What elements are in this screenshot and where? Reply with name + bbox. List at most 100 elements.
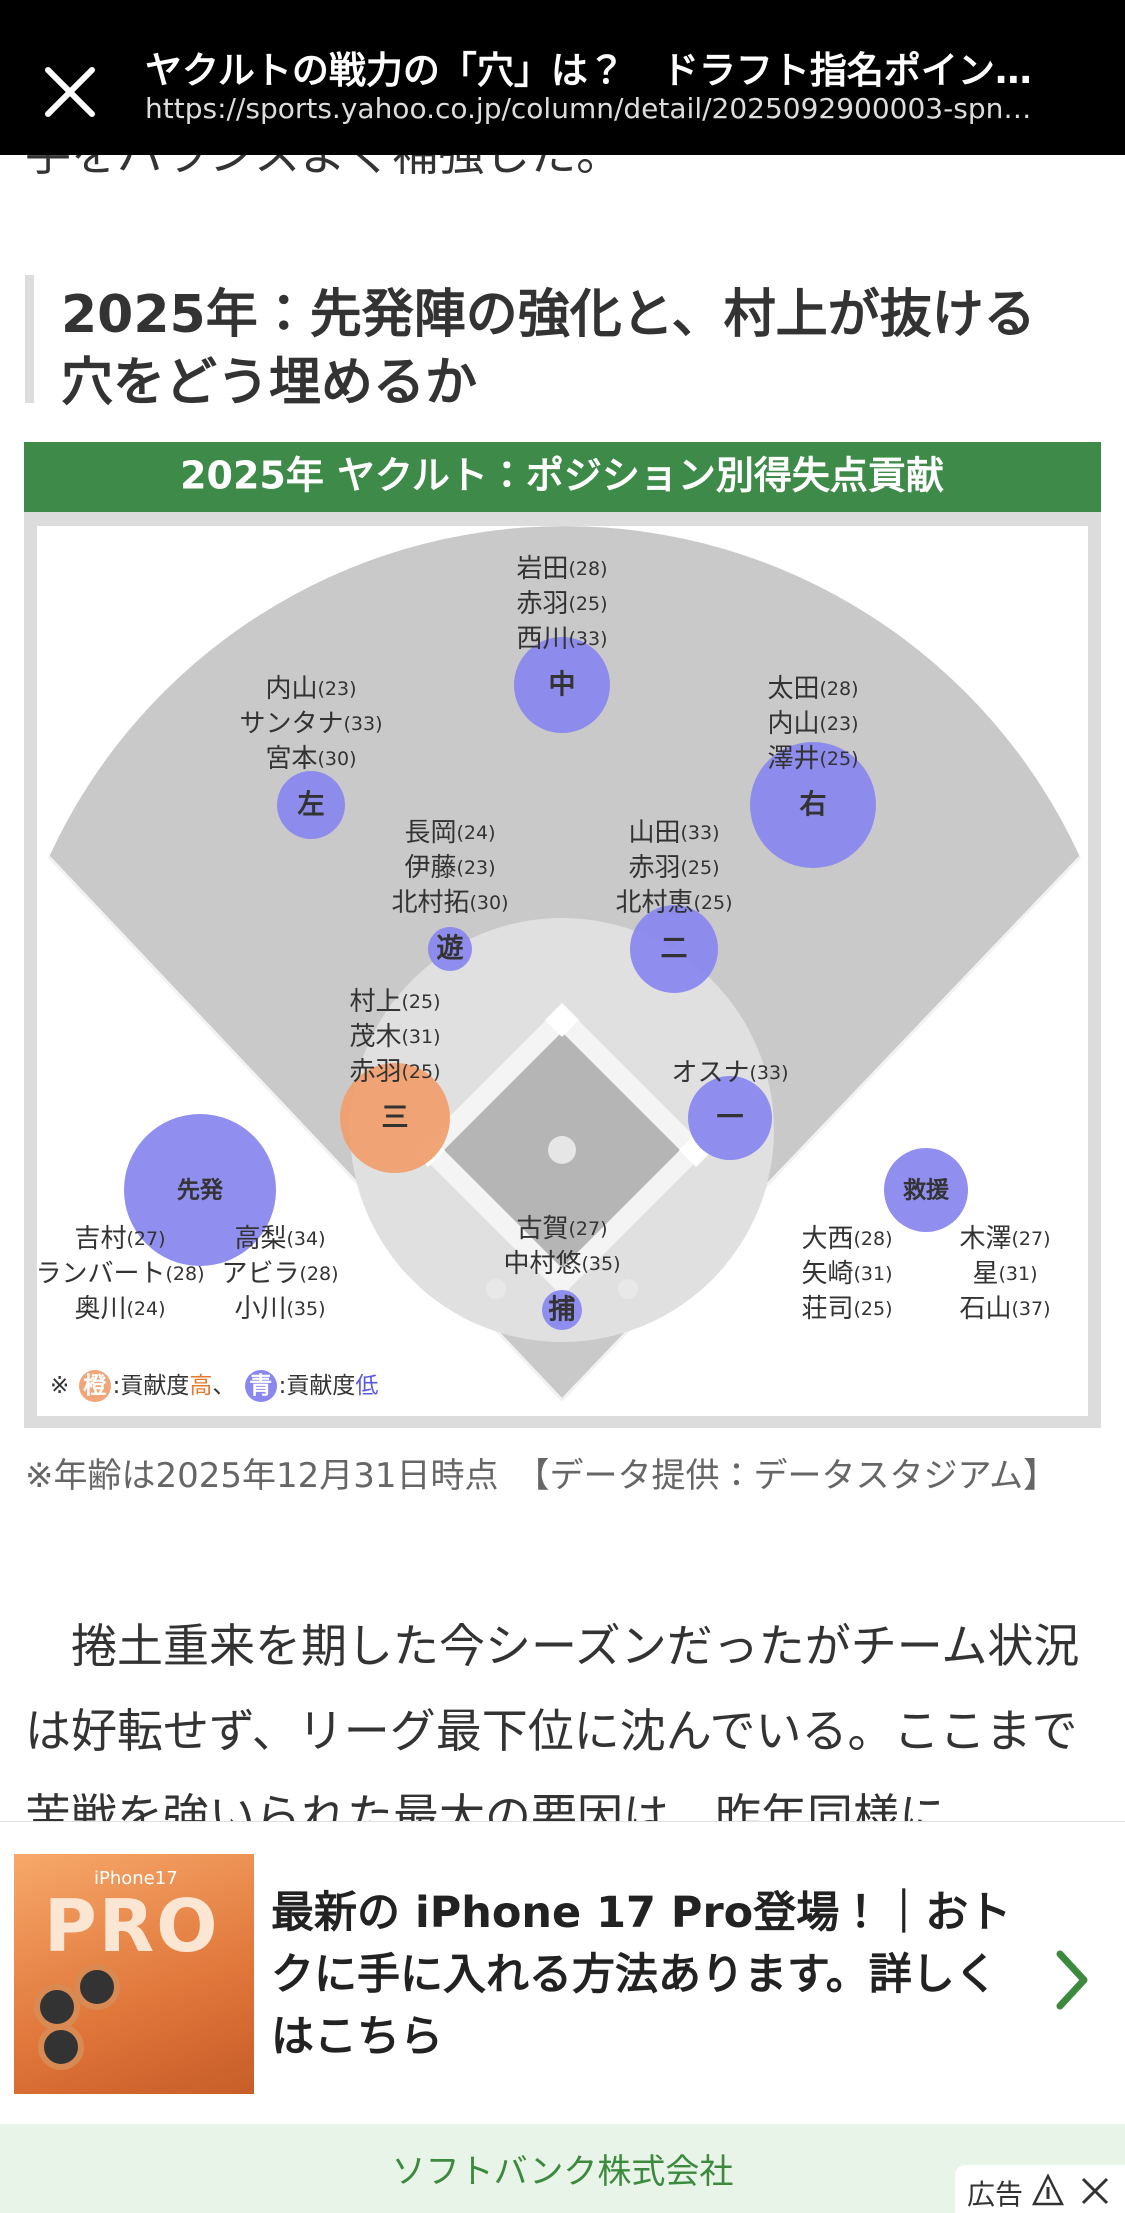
legend-word-high: 高 xyxy=(189,1373,213,1399)
ad-sponsor[interactable]: ソフトバンク株式会社 xyxy=(391,2152,734,2192)
player-age: (30) xyxy=(470,892,509,914)
base xyxy=(545,1003,579,1037)
player-name: 吉村 xyxy=(74,1224,126,1254)
player-name: 岩田 xyxy=(516,554,568,584)
ad-banner[interactable]: iPhone17 PRO 最新の iPhone 17 Pro登場！｜おトクに手に… xyxy=(0,1821,1125,2125)
player-label: 大西(28) xyxy=(801,1224,892,1254)
player-label: 奥川(24) xyxy=(74,1294,165,1324)
page-title: ヤクルトの戦力の「穴」は？ ドラフト指名ポイン… xyxy=(145,49,1032,92)
position-label: 一 xyxy=(717,1103,744,1134)
player-age: (28) xyxy=(820,678,859,700)
position-bubble xyxy=(542,1290,582,1330)
player-name: 北村恵 xyxy=(615,888,693,918)
player-age: (37) xyxy=(1012,1298,1051,1320)
player-label: 茂木(31) xyxy=(349,1022,440,1052)
player-label: 長岡(24) xyxy=(404,818,495,848)
ad-image[interactable]: iPhone17 PRO xyxy=(14,1854,254,2094)
player-label: 内山(23) xyxy=(767,709,858,739)
position-label: 右 xyxy=(800,790,827,821)
player-age: (34) xyxy=(287,1228,326,1250)
player-age: (28) xyxy=(300,1263,339,1285)
player-name: 大西 xyxy=(801,1224,853,1254)
ad-close-icon[interactable] xyxy=(1079,2175,1111,2207)
position-bubble xyxy=(277,771,345,839)
player-label: 岩田(28) xyxy=(516,554,607,584)
section-heading: 2025年：先発陣の強化と、村上が抜ける xyxy=(61,285,1036,345)
on-deck-circle xyxy=(618,1279,638,1299)
player-age: (23) xyxy=(457,857,496,879)
player-age: (28) xyxy=(854,1228,893,1250)
player-label: 石山(37) xyxy=(959,1294,1050,1324)
player-label: サンタナ(33) xyxy=(239,709,382,739)
ad-chevron[interactable] xyxy=(1052,1948,1092,2012)
legend-separator: 、 xyxy=(212,1373,236,1399)
player-age: (30) xyxy=(318,748,357,770)
player-name: 長岡 xyxy=(404,818,456,848)
position-bubble xyxy=(688,1076,772,1160)
pitcher-mound xyxy=(548,1136,576,1164)
ad-info-icon[interactable] xyxy=(1031,2173,1065,2207)
player-name: 赤羽 xyxy=(628,853,680,883)
player-label: 木澤(27) xyxy=(959,1224,1050,1254)
position-bubble xyxy=(884,1148,968,1232)
player-name: 山田 xyxy=(628,818,680,848)
legend-chip-high: 橙 xyxy=(78,1370,111,1402)
player-label: 山田(33) xyxy=(628,818,719,848)
player-name: サンタナ xyxy=(239,709,343,739)
player-label: 星(31) xyxy=(972,1259,1037,1289)
player-name: オスナ xyxy=(671,1058,749,1088)
player-name: 矢崎 xyxy=(801,1259,853,1289)
player-name: 赤羽 xyxy=(349,1057,401,1087)
player-age: (33) xyxy=(569,628,608,650)
player-name: 内山 xyxy=(767,709,819,739)
ad-image-word: PRO xyxy=(44,1884,220,1968)
position-label: 捕 xyxy=(549,1295,576,1326)
caption: ※年齢は2025年12月31日時点 【データ提供：データスタジアム】 xyxy=(25,1456,1058,1496)
heading-bar xyxy=(25,275,34,403)
player-label: 中村悠(35) xyxy=(503,1249,620,1279)
player-label: 村上(25) xyxy=(349,987,440,1017)
player-label: ランバート(28) xyxy=(35,1259,204,1289)
player-age: (25) xyxy=(569,593,608,615)
position-label: 三 xyxy=(382,1103,409,1134)
section-heading: 穴をどう埋めるか xyxy=(61,353,478,413)
player-age: (25) xyxy=(402,1061,441,1083)
close-button[interactable] xyxy=(44,66,96,118)
player-age: (33) xyxy=(681,822,720,844)
position-label: 二 xyxy=(661,934,688,965)
on-deck-circle xyxy=(486,1279,506,1299)
ad-footer: ソフトバンク株式会社 広告 xyxy=(0,2124,1125,2213)
player-label: 宮本(30) xyxy=(265,744,356,774)
ad-camera xyxy=(34,1984,80,2030)
position-label: 左 xyxy=(298,790,325,821)
player-age: (27) xyxy=(127,1228,166,1250)
player-label: 赤羽(25) xyxy=(349,1057,440,1087)
player-name: 小川 xyxy=(234,1294,286,1324)
position-label: 救援 xyxy=(903,1177,950,1204)
legend: ※ 橙:貢献度高、 青:貢献度低 xyxy=(50,1366,378,1402)
player-label: 矢崎(31) xyxy=(801,1259,892,1289)
position-bubble xyxy=(428,927,472,971)
player-name: 赤羽 xyxy=(516,589,568,619)
player-label: 小川(35) xyxy=(234,1294,325,1324)
player-age: (27) xyxy=(569,1218,608,1240)
player-name: アビラ xyxy=(221,1259,299,1289)
ad-camera xyxy=(74,1964,120,2010)
infographic-title-band xyxy=(24,442,1101,512)
player-label: 荘司(25) xyxy=(801,1294,892,1324)
position-bubble xyxy=(124,1114,276,1266)
player-age: (35) xyxy=(287,1298,326,1320)
ad-text[interactable]: 最新の iPhone 17 Pro登場！｜おトクに手に入れる方法あります。詳しく… xyxy=(271,1888,1012,2062)
player-age: (24) xyxy=(457,822,496,844)
legend-text: :貢献度 xyxy=(112,1373,190,1399)
ad-badge-text: 広告 xyxy=(967,2178,1024,2211)
position-bubble xyxy=(514,637,610,733)
player-age: (33) xyxy=(750,1062,789,1084)
player-age: (24) xyxy=(127,1298,166,1320)
player-age: (23) xyxy=(318,678,357,700)
player-age: (25) xyxy=(694,892,733,914)
player-name: 奥川 xyxy=(74,1294,126,1324)
player-age: (25) xyxy=(820,748,859,770)
